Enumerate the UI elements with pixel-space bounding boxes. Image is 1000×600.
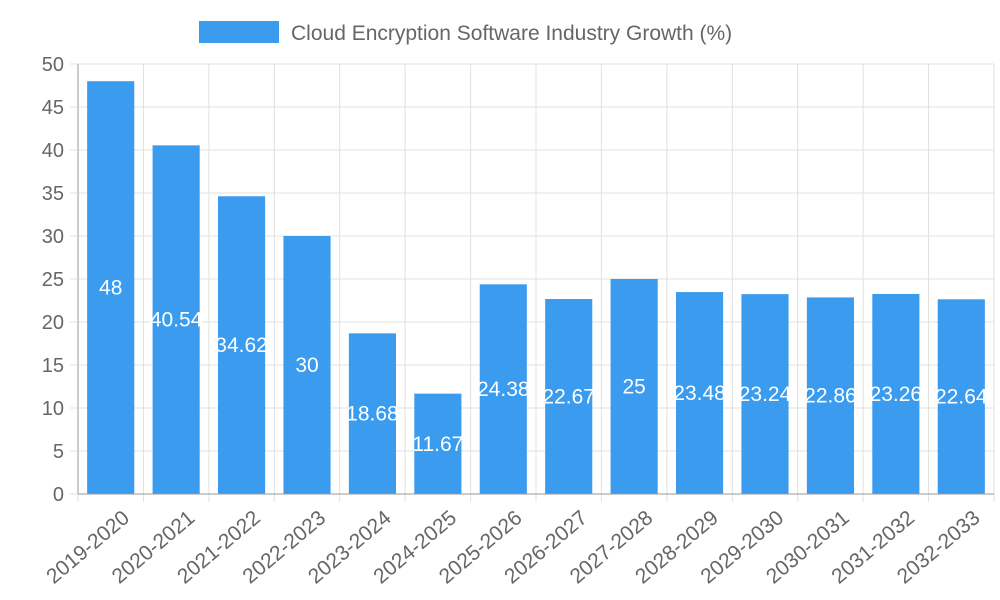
bar-value-label: 22.67 (542, 386, 595, 409)
y-tick-label: 10 (42, 398, 64, 420)
y-tick-label: 0 (53, 484, 64, 506)
y-tick-label: 45 (42, 97, 64, 119)
bar-value-label: 22.64 (935, 386, 988, 409)
legend-swatch (199, 21, 279, 43)
y-tick-label: 35 (42, 183, 64, 205)
bar-value-label: 22.86 (804, 385, 857, 408)
y-tick-label: 20 (42, 312, 64, 334)
bar-value-label: 18.68 (346, 403, 399, 426)
x-axis-ticks: 2019-20202020-20212021-20222022-20232023… (42, 506, 984, 588)
bar-value-label: 23.24 (739, 383, 792, 406)
bar[interactable] (741, 294, 789, 494)
bars (87, 81, 985, 494)
bar-value-labels: 48 40.54 34.62 30 18.68 11.67 24.38 22.67 25 23.4… (99, 277, 988, 456)
y-tick-label: 30 (42, 226, 64, 248)
y-tick-label: 40 (42, 140, 64, 162)
bar[interactable] (414, 393, 462, 494)
bar[interactable] (87, 81, 135, 494)
bar-value-label: 23.26 (870, 383, 923, 406)
bar-value-label: 11.67 (412, 433, 463, 456)
y-tick-label: 5 (53, 441, 64, 463)
bar-value-label: 30 (295, 354, 318, 377)
bar[interactable] (676, 292, 724, 494)
bar[interactable] (872, 293, 920, 494)
bar-value-label: 24.38 (477, 378, 530, 401)
bar[interactable] (283, 236, 331, 494)
bar[interactable] (806, 297, 854, 494)
bar-value-label: 48 (99, 277, 122, 300)
chart-legend[interactable]: Cloud Encryption Software Industry Growt… (199, 21, 732, 45)
bar[interactable] (610, 279, 658, 494)
bar[interactable] (152, 145, 200, 494)
y-axis-ticks: 0 5 10 15 20 25 30 35 40 45 50 (42, 54, 78, 506)
bar[interactable] (479, 284, 527, 494)
bar-value-label: 23.48 (673, 382, 726, 405)
y-tick-label: 25 (42, 269, 64, 291)
grid-lines (77, 63, 995, 502)
bar[interactable] (348, 333, 396, 494)
y-tick-label: 50 (42, 54, 64, 76)
bar-value-label: 40.54 (150, 309, 203, 332)
y-tick-label: 15 (42, 355, 64, 377)
bar[interactable] (937, 299, 985, 494)
legend-label: Cloud Encryption Software Industry Growt… (291, 22, 732, 45)
bar-value-label: 34.62 (215, 334, 268, 357)
bar[interactable] (545, 299, 593, 494)
bar-value-label: 25 (622, 376, 645, 399)
bar[interactable] (218, 196, 266, 494)
